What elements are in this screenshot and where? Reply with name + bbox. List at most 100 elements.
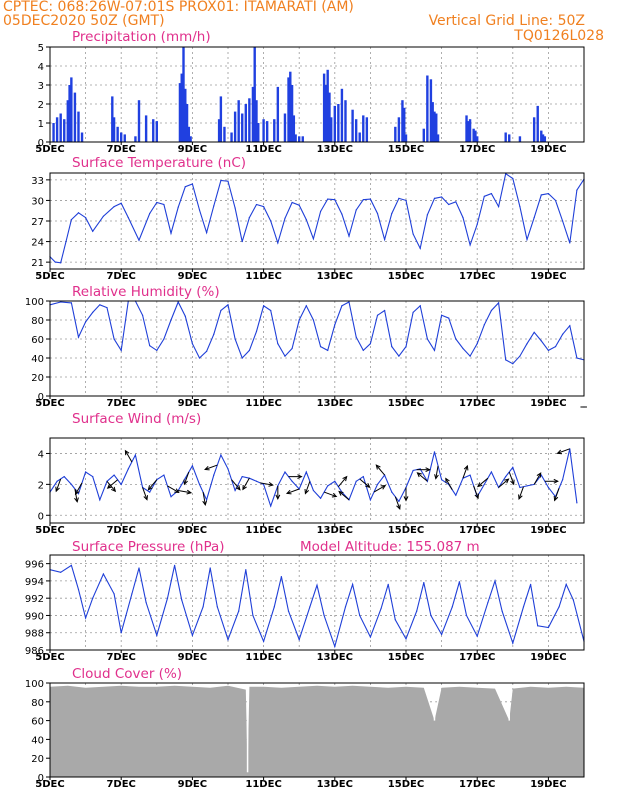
temp-series-line	[49, 172, 585, 264]
wind-arrow-shaft	[338, 491, 350, 501]
wind-data-point	[362, 476, 364, 478]
wind-data-point	[206, 499, 208, 501]
temp-data-point	[54, 261, 56, 263]
pres-data-point	[227, 639, 229, 641]
y-tick-label: 4	[38, 62, 44, 73]
precip-bar	[265, 121, 269, 142]
precip-bar	[289, 71, 292, 142]
pres-data-point	[280, 575, 282, 578]
wind-arrow-head	[553, 478, 559, 484]
pres-data-point	[174, 564, 176, 566]
wind-arrow	[288, 474, 303, 480]
temp-data-point	[426, 214, 428, 216]
wind-arrow-head	[380, 485, 387, 490]
precip-bar	[435, 113, 438, 142]
wind-arrow-shaft	[473, 485, 479, 499]
wind-data-point	[398, 500, 400, 502]
y-tick-label: 2	[38, 100, 44, 111]
chart-title: Surface Temperature (nC)	[72, 155, 246, 171]
plot-frame	[49, 300, 585, 397]
wind-arrow	[323, 491, 338, 498]
pres-data-point	[202, 606, 204, 608]
pres-data-point	[238, 610, 240, 612]
rh-data-point	[198, 357, 201, 359]
wind-arrow-head	[268, 482, 274, 487]
wind-arrow-head	[445, 477, 450, 484]
pres-data-point	[476, 635, 478, 637]
rh-data-point	[156, 349, 158, 351]
y-tick-label: 5	[38, 43, 44, 54]
precip-bar	[287, 77, 290, 142]
wind-arrow-head	[504, 478, 510, 484]
wind-data-point	[213, 474, 215, 476]
precip-bar	[230, 132, 233, 142]
precip-bar	[63, 119, 66, 142]
temp-data-point	[384, 238, 386, 241]
wind-data-point	[469, 474, 471, 476]
precip-bar	[116, 126, 119, 142]
wind-arrow	[338, 490, 350, 501]
pres-data-point	[245, 569, 247, 571]
precip-bar	[120, 132, 123, 142]
y-tick-label: 24	[31, 238, 44, 249]
x-tick-label: 19DEC	[530, 652, 566, 663]
wind-arrow-head	[425, 467, 431, 473]
temp-data-point	[234, 207, 236, 209]
wind-arrow-head	[553, 495, 559, 502]
temp-data-point	[341, 213, 343, 215]
x-tick-label: 11DEC	[245, 144, 281, 155]
wind-arrow-shaft	[178, 490, 192, 494]
temp-data-point	[298, 204, 300, 206]
x-tick-label: 13DEC	[317, 144, 353, 155]
header-time-line: 05DEC2020 50Z (GMT)	[3, 13, 165, 29]
pres-data-point	[181, 599, 183, 601]
rh-data-point	[433, 349, 436, 351]
wind-arrow-head	[338, 490, 344, 496]
wind-data-point	[85, 471, 87, 473]
wind-data-point	[547, 486, 550, 489]
rh-data-point	[462, 347, 464, 350]
temp-data-point	[305, 219, 307, 221]
y-tick-label: 988	[25, 629, 44, 640]
y-tick-label: 2	[38, 480, 44, 491]
wind-arrow	[55, 478, 62, 493]
wind-data-point	[369, 499, 371, 501]
x-tick-label: 5DEC	[35, 652, 64, 663]
rh-data-point	[348, 301, 350, 303]
rh-data-point	[519, 355, 521, 357]
temp-data-point	[127, 216, 129, 219]
precip-bar	[70, 77, 73, 142]
wind-arrow-head	[275, 494, 281, 501]
precip-bar	[180, 73, 183, 142]
wind-arrow-shaft	[202, 492, 206, 505]
wind-arrow-head	[186, 489, 193, 495]
x-tick-label: 5DEC	[35, 398, 64, 409]
precip-bar	[468, 119, 472, 142]
precip-bar	[68, 85, 71, 142]
precip-bar	[276, 86, 280, 142]
humidity-chart: Relative Humidity (%) 0 20 40 60 80 100 5DEC 7D…	[25, 284, 585, 409]
rh-data-point	[277, 343, 279, 345]
x-tick-label: 19DEC	[530, 525, 566, 536]
precip-bar	[322, 73, 326, 142]
wind-data-point	[490, 471, 493, 473]
rh-data-point	[355, 336, 357, 338]
temp-data-point	[448, 203, 450, 206]
pres-data-point	[487, 601, 489, 604]
precip-bar	[152, 119, 155, 142]
temp-data-point	[120, 202, 122, 204]
wind-data-point	[191, 465, 193, 467]
temp-data-point	[490, 192, 493, 195]
temp-data-point	[156, 201, 158, 204]
precip-bar	[403, 107, 406, 142]
precip-bar	[292, 115, 296, 142]
precip-bar	[328, 92, 331, 142]
precip-bar	[77, 111, 80, 142]
wind-arrow	[508, 471, 515, 486]
rh-data-point	[554, 346, 557, 348]
rh-data-point	[206, 350, 208, 352]
rh-data-point	[106, 307, 108, 309]
pres-data-point	[120, 632, 122, 634]
precip-bar	[401, 100, 404, 142]
temp-data-point	[348, 235, 350, 237]
